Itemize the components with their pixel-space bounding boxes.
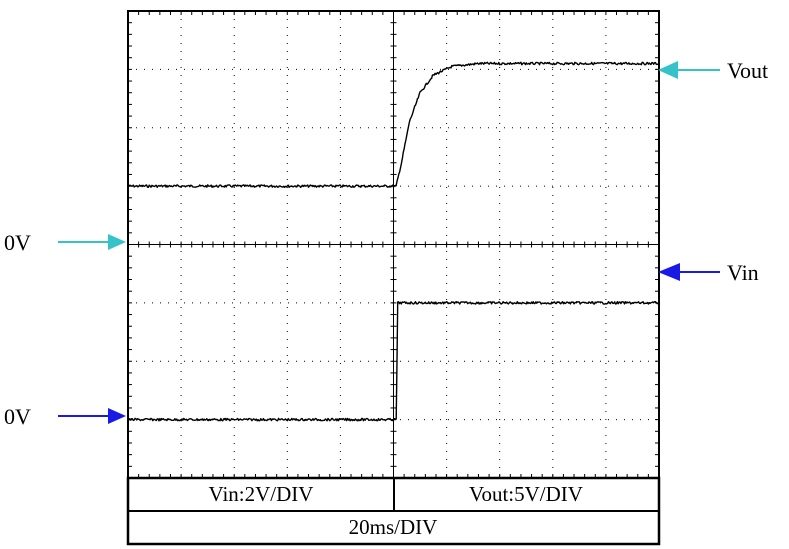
trace-vout [127,61,660,188]
vin-ground-arrow-head [108,408,126,424]
vout-label: Vout [727,58,768,83]
settings-table: Vin:2V/DIV Vout:5V/DIV 20ms/DIV [126,476,661,546]
vin-arrow-head [658,263,680,281]
vout-trace-marker: Vout [658,58,768,83]
vin-scale: Vin:2V/DIV [209,482,314,506]
vout-arrow-head [658,61,678,79]
timebase: 20ms/DIV [349,515,438,539]
vin-trace-marker: Vin [658,260,759,285]
trace-vin [127,301,660,422]
vout-scale: Vout:5V/DIV [469,482,583,506]
vin-label: Vin [727,260,759,285]
trace-layer [127,61,660,422]
vout-ground-arrow-head [108,234,126,250]
vout-ground-label: 0V [4,230,31,255]
vin-ground-label: 0V [4,404,31,429]
vin-ground-marker: 0V [4,404,126,429]
vout-ground-marker: 0V [4,230,126,255]
